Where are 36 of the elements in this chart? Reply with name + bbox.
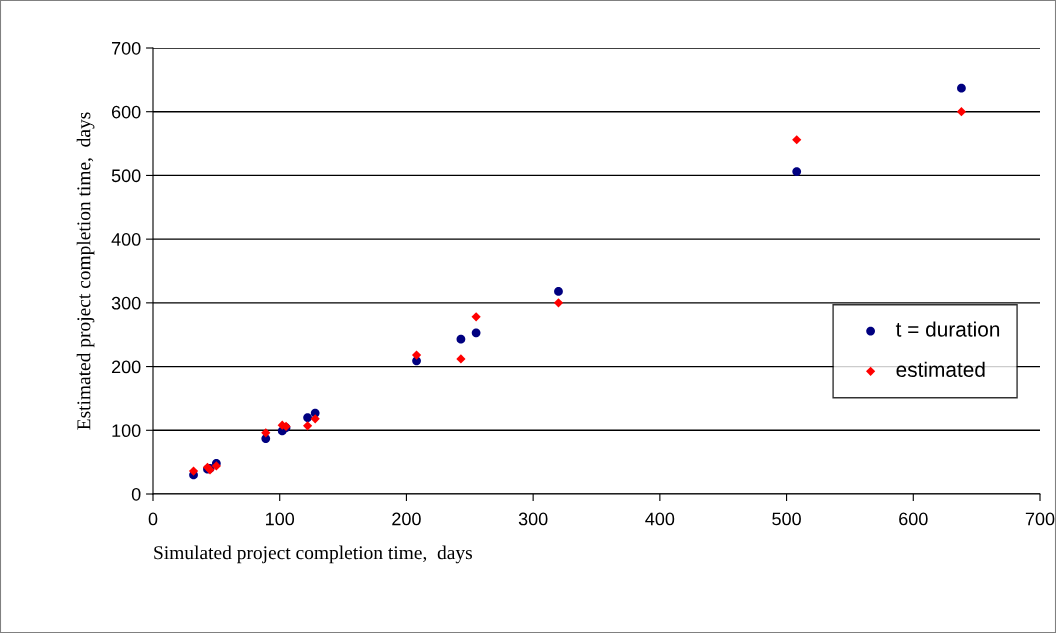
x-tick-label: 400	[645, 512, 675, 526]
y-tick-label: 400	[111, 233, 141, 246]
point	[411, 350, 422, 360]
y-tick-label: 200	[111, 360, 141, 374]
y-tick-label: 700	[112, 41, 141, 55]
point	[188, 466, 199, 476]
point	[456, 354, 466, 364]
point	[792, 167, 802, 176]
y-tick-label: 600	[111, 105, 141, 119]
point	[792, 135, 802, 145]
x-tick-label: 600	[899, 512, 928, 526]
x-tick-label: 700	[1025, 512, 1055, 526]
point	[957, 83, 966, 93]
point	[303, 413, 312, 422]
x-tick-label: 0	[148, 512, 158, 526]
x-tick-label: 100	[266, 512, 295, 526]
y-tick-label: 100	[112, 424, 141, 438]
y-tick-label: 300	[111, 296, 141, 310]
point	[456, 334, 466, 344]
point	[956, 107, 967, 117]
y-tick-label: 500	[111, 169, 141, 183]
point	[554, 287, 563, 296]
x-tick-label: 300	[518, 512, 548, 526]
x-tick-label: 500	[772, 512, 801, 526]
x-tick-label: 200	[392, 512, 421, 526]
point	[553, 298, 564, 308]
point	[261, 428, 271, 438]
legend-label: t = duration	[895, 321, 1000, 337]
point	[310, 414, 320, 424]
legend-label: estimated	[896, 361, 985, 377]
y-tick-label: 0	[131, 487, 141, 501]
point	[471, 328, 481, 338]
x-axis-title: Simulated project completion time, days	[154, 545, 472, 564]
point	[471, 312, 481, 322]
point	[302, 421, 313, 431]
y-axis-title: Estimated project completion time, days	[76, 112, 95, 430]
